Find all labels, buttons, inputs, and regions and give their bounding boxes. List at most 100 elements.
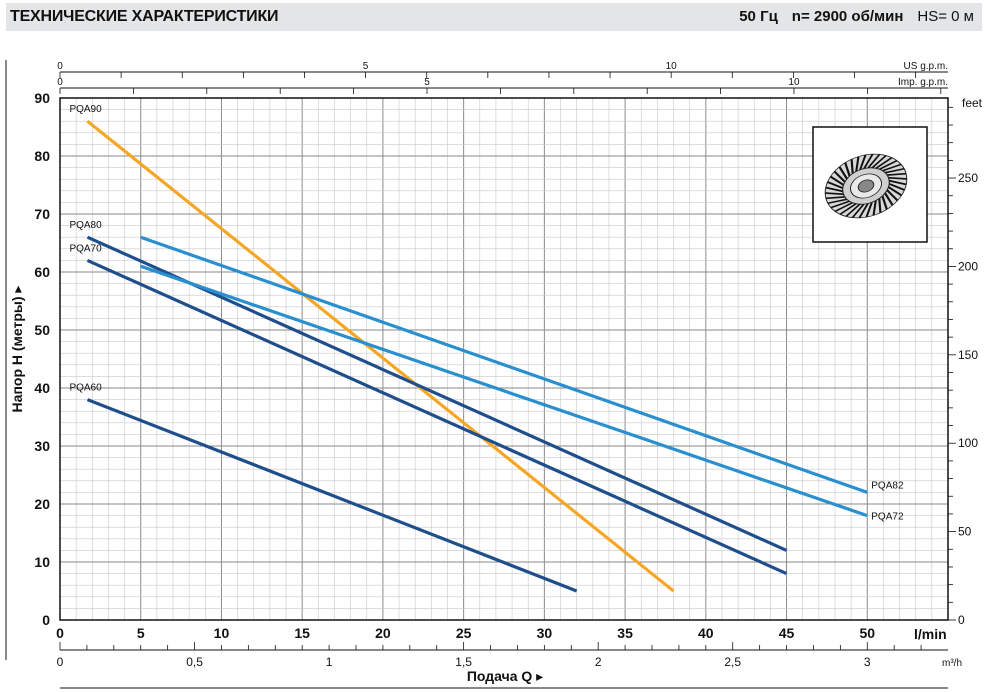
- impeller-blade: [888, 179, 907, 186]
- impeller-blade: [879, 159, 898, 170]
- m3h-tick-label: 2,5: [724, 655, 741, 669]
- plot-frame: [59, 97, 949, 621]
- impeller-blade: [851, 203, 865, 218]
- feet-tick-label: 200: [958, 259, 978, 273]
- y-tick-label: 60: [34, 264, 50, 280]
- x-unit-label: l/min: [914, 626, 947, 642]
- page-title: ТЕХНИЧЕСКИЕ ХАРАКТЕРИСТИКИ: [10, 8, 279, 25]
- m3h-tick-label: 1,5: [455, 655, 472, 669]
- impeller-blade: [887, 172, 907, 176]
- impeller-blade: [826, 181, 844, 189]
- y-tick-label: 10: [34, 554, 50, 570]
- series-line-pqa60: [86, 398, 578, 593]
- spec-line: 50 Гц n= 2900 об/мин HS= 0 м: [739, 8, 974, 25]
- x-tick-label: 15: [294, 625, 310, 641]
- impeller-blade: [878, 198, 882, 213]
- frequency-label: 50 Гц: [739, 8, 778, 25]
- y-tick-label: 80: [34, 148, 50, 164]
- impeller-blade: [829, 175, 845, 186]
- impeller-blade: [825, 196, 845, 200]
- impeller-blade: [872, 200, 877, 216]
- series-label-pqa90: PQA90: [69, 104, 102, 115]
- series-line-pqa70: [86, 258, 788, 576]
- impeller-blade: [845, 203, 861, 217]
- series-label-pqa70: PQA70: [69, 243, 102, 254]
- impeller-blade: [871, 155, 887, 169]
- x-axis-title: Подача Q ▸: [467, 668, 543, 684]
- impeller-blade: [867, 154, 881, 169]
- y-tick-label: 50: [34, 322, 50, 338]
- series-label-pqa80: PQA80: [69, 220, 102, 231]
- x-tick-label: 5: [137, 625, 145, 641]
- impeller-blade: [884, 192, 894, 206]
- impeller-blade: [839, 203, 857, 215]
- feet-tick-label: 250: [958, 171, 978, 185]
- x-tick-label: 50: [859, 625, 875, 641]
- impeller-blade: [882, 163, 902, 172]
- imp-gpm-tick-label: 5: [424, 77, 430, 88]
- m3h-tick-label: 0,5: [186, 655, 203, 669]
- x-tick-label: 35: [617, 625, 633, 641]
- y-tick-label: 90: [34, 90, 50, 106]
- impeller-blade: [855, 156, 860, 172]
- series-line-pqa82: [140, 235, 868, 494]
- impeller-blade: [881, 195, 888, 210]
- impeller-blade: [824, 192, 844, 196]
- feet-tick-label: 0: [958, 613, 965, 627]
- impeller-blade: [888, 176, 908, 180]
- y-tick-label: 40: [34, 380, 50, 396]
- series-label-pqa72: PQA72: [871, 512, 904, 523]
- us-gpm-unit: US g.p.m.: [904, 61, 948, 72]
- impeller-blade: [850, 159, 854, 174]
- y-tick-label: 0: [42, 612, 50, 628]
- impeller-blade: [838, 166, 848, 180]
- m3h-tick-label: 3: [864, 655, 871, 669]
- hs-label: HS= 0 м: [917, 8, 974, 25]
- impeller-blade: [834, 202, 853, 213]
- x-tick-label: 30: [537, 625, 553, 641]
- x-tick-label: 45: [779, 625, 795, 641]
- series-label-pqa60: PQA60: [69, 383, 102, 394]
- x-tick-label: 40: [698, 625, 714, 641]
- x-tick-label: 10: [214, 625, 230, 641]
- m3h-tick-label: 2: [595, 655, 602, 669]
- impeller-blade: [885, 167, 905, 174]
- imp-gpm-tick-label: 10: [788, 77, 800, 88]
- series-label-pqa82: PQA82: [871, 480, 904, 491]
- speed-label: n= 2900 об/мин: [791, 8, 904, 25]
- series-line-pqa90: [86, 119, 675, 593]
- feet-unit: feet: [962, 96, 983, 110]
- m3h-tick-label: 0: [57, 655, 64, 669]
- impeller-blade: [827, 198, 847, 205]
- x-tick-label: 25: [456, 625, 472, 641]
- y-tick-label: 70: [34, 206, 50, 222]
- impeller-image: [812, 126, 928, 243]
- impeller-blade: [887, 186, 903, 197]
- impeller-blade: [863, 153, 874, 169]
- feet-tick-label: 50: [958, 525, 972, 539]
- header-bar: ТЕХНИЧЕСКИЕ ХАРАКТЕРИСТИКИ 50 Гц n= 2900 …: [6, 3, 982, 31]
- impeller-blade: [886, 189, 899, 202]
- y-axis-title: Напор H (метры) ▸: [9, 286, 25, 413]
- impeller-blade: [825, 186, 844, 193]
- feet-tick-label: 150: [958, 348, 978, 362]
- impeller-blade: [833, 170, 846, 183]
- us-gpm-tick-label: 5: [363, 61, 369, 72]
- x-tick-label: 0: [56, 625, 64, 641]
- y-tick-label: 30: [34, 438, 50, 454]
- impeller-blade: [858, 203, 869, 219]
- feet-tick-label: 100: [958, 436, 978, 450]
- impeller-blade: [859, 154, 867, 170]
- us-gpm-tick-label: 0: [57, 61, 63, 72]
- m3h-unit: m³/h: [942, 658, 962, 669]
- impeller-blade: [875, 157, 893, 169]
- impeller-blade: [830, 200, 850, 209]
- m3h-tick-label: 1: [326, 655, 333, 669]
- impeller-blade: [865, 202, 873, 218]
- y-tick-label: 20: [34, 496, 50, 512]
- imp-gpm-unit: Imp. g.p.m.: [898, 77, 948, 88]
- impeller-blade: [844, 162, 851, 177]
- impeller-blade: [888, 183, 906, 191]
- us-gpm-tick-label: 10: [666, 61, 678, 72]
